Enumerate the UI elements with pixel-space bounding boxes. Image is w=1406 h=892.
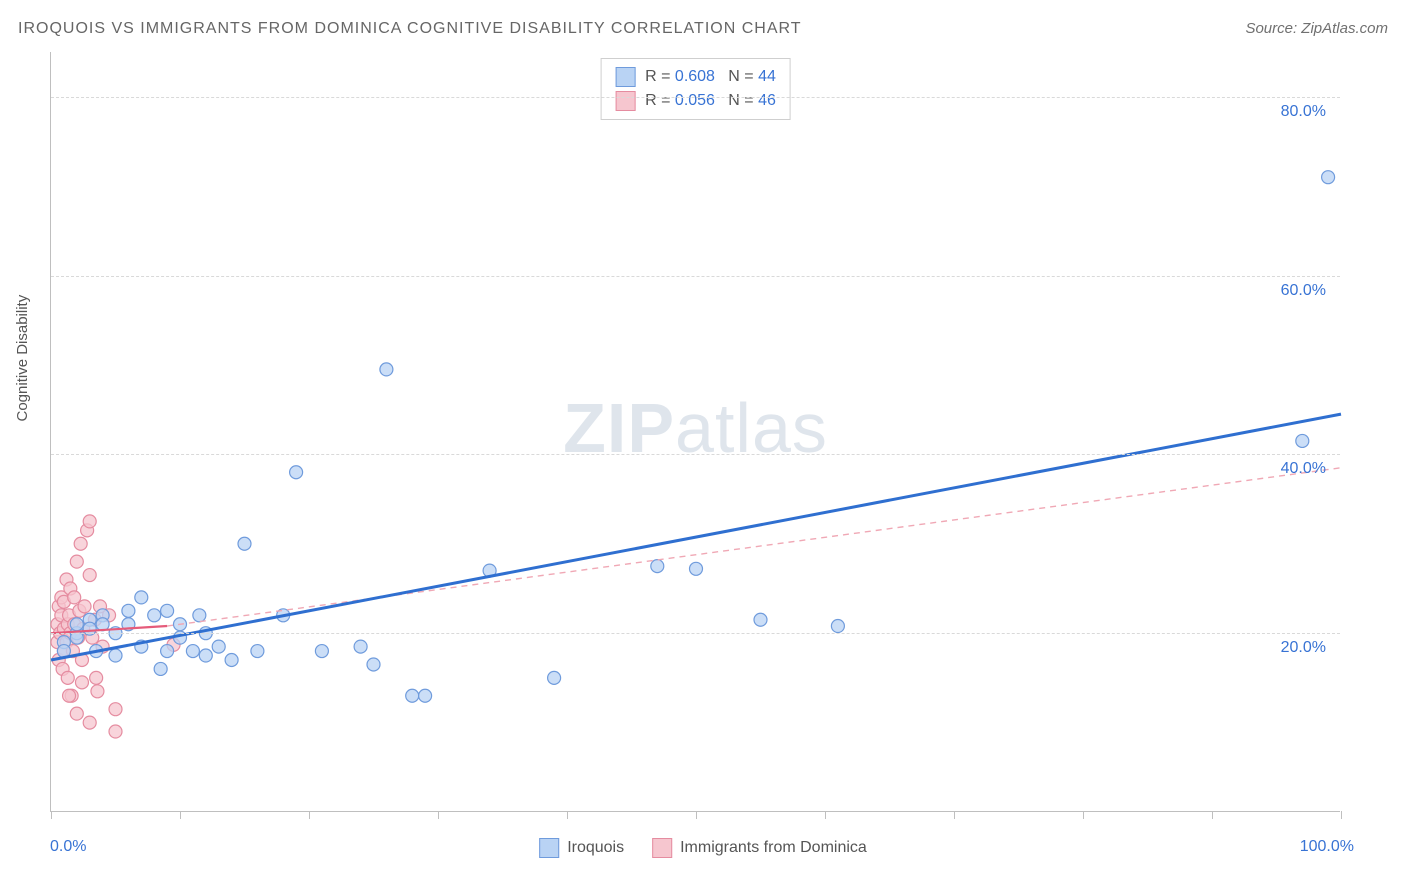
data-point [1296, 434, 1309, 447]
x-tick [51, 811, 52, 819]
data-point [186, 645, 199, 658]
data-point [90, 671, 103, 684]
data-point [154, 662, 167, 675]
data-point [1322, 171, 1335, 184]
data-point [109, 725, 122, 738]
data-point [367, 658, 380, 671]
data-point [212, 640, 225, 653]
data-point [78, 600, 91, 613]
data-point [148, 609, 161, 622]
legend-series-label: Immigrants from Dominica [680, 839, 867, 857]
chart-container: IROQUOIS VS IMMIGRANTS FROM DOMINICA COG… [0, 0, 1406, 892]
data-point [193, 609, 206, 622]
data-point [754, 613, 767, 626]
data-point [63, 689, 76, 702]
data-point [690, 562, 703, 575]
data-point [122, 604, 135, 617]
legend-correlation-text: R = 0.056 N = 46 [645, 92, 776, 110]
data-point [354, 640, 367, 653]
x-tick [954, 811, 955, 819]
data-point [83, 716, 96, 729]
legend-swatch [652, 838, 672, 858]
x-axis-first-label: 0.0% [50, 838, 86, 856]
x-tick [180, 811, 181, 819]
data-point [83, 515, 96, 528]
data-point [406, 689, 419, 702]
chart-svg [51, 52, 1340, 811]
data-point [290, 466, 303, 479]
data-point [70, 707, 83, 720]
data-point [225, 654, 238, 667]
title-row: IROQUOIS VS IMMIGRANTS FROM DOMINICA COG… [18, 20, 1388, 38]
legend-correlation-row: R = 0.608 N = 44 [615, 65, 776, 89]
data-point [70, 618, 83, 631]
legend-series: Iroquois Immigrants from Dominica [539, 838, 867, 858]
data-point [91, 685, 104, 698]
data-point [831, 620, 844, 633]
legend-correlation-text: R = 0.608 N = 44 [645, 68, 776, 86]
legend-correlations: R = 0.608 N = 44 R = 0.056 N = 46 [600, 58, 791, 120]
data-point [61, 671, 74, 684]
data-point [199, 649, 212, 662]
data-point [68, 591, 81, 604]
x-tick [1083, 811, 1084, 819]
data-point [238, 537, 251, 550]
data-point [75, 676, 88, 689]
x-tick [309, 811, 310, 819]
data-point [135, 591, 148, 604]
y-axis-label: Cognitive Disability [14, 295, 31, 422]
y-tick-label: 80.0% [1281, 103, 1326, 121]
data-point [70, 555, 83, 568]
data-point [548, 671, 561, 684]
data-point [83, 569, 96, 582]
data-point [109, 703, 122, 716]
legend-swatch [539, 838, 559, 858]
gridline-h [51, 276, 1340, 277]
data-point [161, 604, 174, 617]
y-tick-label: 60.0% [1281, 282, 1326, 300]
data-point [651, 560, 664, 573]
legend-series-item: Iroquois [539, 838, 624, 858]
data-point [74, 537, 87, 550]
legend-series-item: Immigrants from Dominica [652, 838, 867, 858]
gridline-h [51, 97, 1340, 98]
chart-source: Source: ZipAtlas.com [1245, 20, 1388, 37]
data-point [251, 645, 264, 658]
x-tick [825, 811, 826, 819]
x-axis-last-label: 100.0% [1300, 838, 1354, 856]
gridline-h [51, 454, 1340, 455]
x-tick [696, 811, 697, 819]
legend-series-label: Iroquois [567, 839, 624, 857]
gridline-h [51, 633, 1340, 634]
data-point [161, 645, 174, 658]
x-tick [1212, 811, 1213, 819]
x-tick [438, 811, 439, 819]
legend-swatch [615, 91, 635, 111]
x-tick [1341, 811, 1342, 819]
trend-line [167, 468, 1341, 626]
legend-swatch [615, 67, 635, 87]
y-tick-label: 20.0% [1281, 639, 1326, 657]
x-tick [567, 811, 568, 819]
data-point [109, 649, 122, 662]
y-tick-label: 40.0% [1281, 460, 1326, 478]
data-point [380, 363, 393, 376]
data-point [419, 689, 432, 702]
legend-correlation-row: R = 0.056 N = 46 [615, 89, 776, 113]
data-point [315, 645, 328, 658]
chart-title: IROQUOIS VS IMMIGRANTS FROM DOMINICA COG… [18, 20, 802, 38]
plot-area: ZIPatlas R = 0.608 N = 44R = 0.056 N = 4… [50, 52, 1340, 812]
